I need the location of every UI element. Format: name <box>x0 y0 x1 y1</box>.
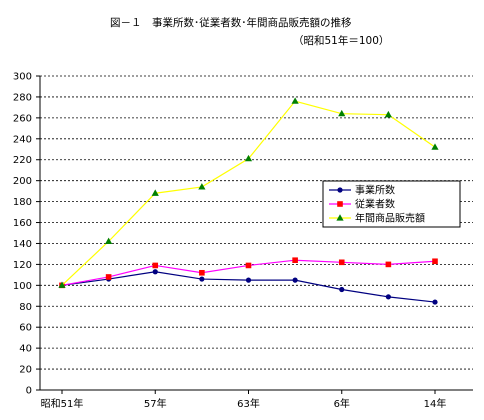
data-point <box>291 97 299 104</box>
y-tick-label: 80 <box>19 302 32 313</box>
series-2 <box>59 257 438 289</box>
x-tick-label: 14年 <box>424 397 447 410</box>
data-point <box>432 258 438 265</box>
legend-item: 年間商品販売額 <box>329 212 425 225</box>
legend-item: 事業所数 <box>329 184 395 197</box>
y-tick-label: 280 <box>13 92 32 103</box>
data-point <box>152 262 159 269</box>
data-point <box>338 109 346 117</box>
y-tick-label: 0 <box>26 386 32 397</box>
data-series <box>58 97 439 305</box>
chart-subtitle: （昭和51年＝100） <box>293 34 389 47</box>
legend-label: 従業者数 <box>355 198 395 211</box>
data-point <box>385 294 391 300</box>
legend-swatch-marker <box>337 201 343 207</box>
y-tick-label: 140 <box>13 239 32 250</box>
legend-label: 事業所数 <box>355 184 395 197</box>
y-tick-label: 120 <box>13 260 32 271</box>
legend-label: 年間商品販売額 <box>355 212 425 225</box>
y-tick-label: 300 <box>13 72 32 83</box>
data-point <box>432 299 438 305</box>
x-axis-tick-labels: 昭和51年 57年 63年 6年 14年 <box>41 397 447 410</box>
data-point <box>105 237 113 244</box>
y-tick-label: 60 <box>19 323 32 334</box>
y-tick-label: 240 <box>13 134 32 145</box>
series-line <box>61 271 436 303</box>
data-point <box>292 277 298 283</box>
data-point <box>244 154 253 162</box>
data-point <box>338 259 345 266</box>
data-point <box>198 183 206 190</box>
data-point <box>292 257 298 264</box>
x-tick-label: 昭和51年 <box>41 397 84 410</box>
y-tick-label: 180 <box>13 197 32 208</box>
y-tick-label: 160 <box>13 218 32 229</box>
data-point <box>58 281 66 288</box>
y-tick-label: 200 <box>13 176 32 187</box>
data-point <box>199 276 205 282</box>
axes <box>36 75 473 394</box>
y-tick-label: 260 <box>13 113 32 124</box>
legend-swatch-marker <box>337 187 343 193</box>
legend-item: 従業者数 <box>329 198 395 211</box>
legend-swatch-marker <box>336 214 344 221</box>
data-point <box>339 286 345 293</box>
x-tick-label: 63年 <box>237 397 260 410</box>
data-point <box>151 189 159 196</box>
x-tick-label: 57年 <box>144 397 167 410</box>
chart-title: 図－１ 事業所数･従業者数･年間商品販売額の推移 <box>110 16 352 29</box>
data-point <box>431 143 439 150</box>
data-point <box>105 274 112 280</box>
y-tick-label: 100 <box>13 281 32 292</box>
data-point <box>385 261 392 268</box>
data-point <box>384 110 392 118</box>
x-tick-label: 6年 <box>334 397 350 410</box>
data-point <box>245 277 252 283</box>
y-axis-tick-labels: 0 20 40 60 80 100 120 140 160 180 200 220 240 260 280 3… <box>13 72 32 397</box>
data-point <box>245 262 252 269</box>
data-point <box>199 269 205 276</box>
data-point <box>152 269 158 275</box>
series-1 <box>59 269 438 305</box>
y-tick-label: 20 <box>19 365 32 376</box>
y-tick-label: 220 <box>13 155 32 166</box>
y-tick-label: 40 <box>19 344 32 355</box>
series-3 <box>58 97 439 288</box>
